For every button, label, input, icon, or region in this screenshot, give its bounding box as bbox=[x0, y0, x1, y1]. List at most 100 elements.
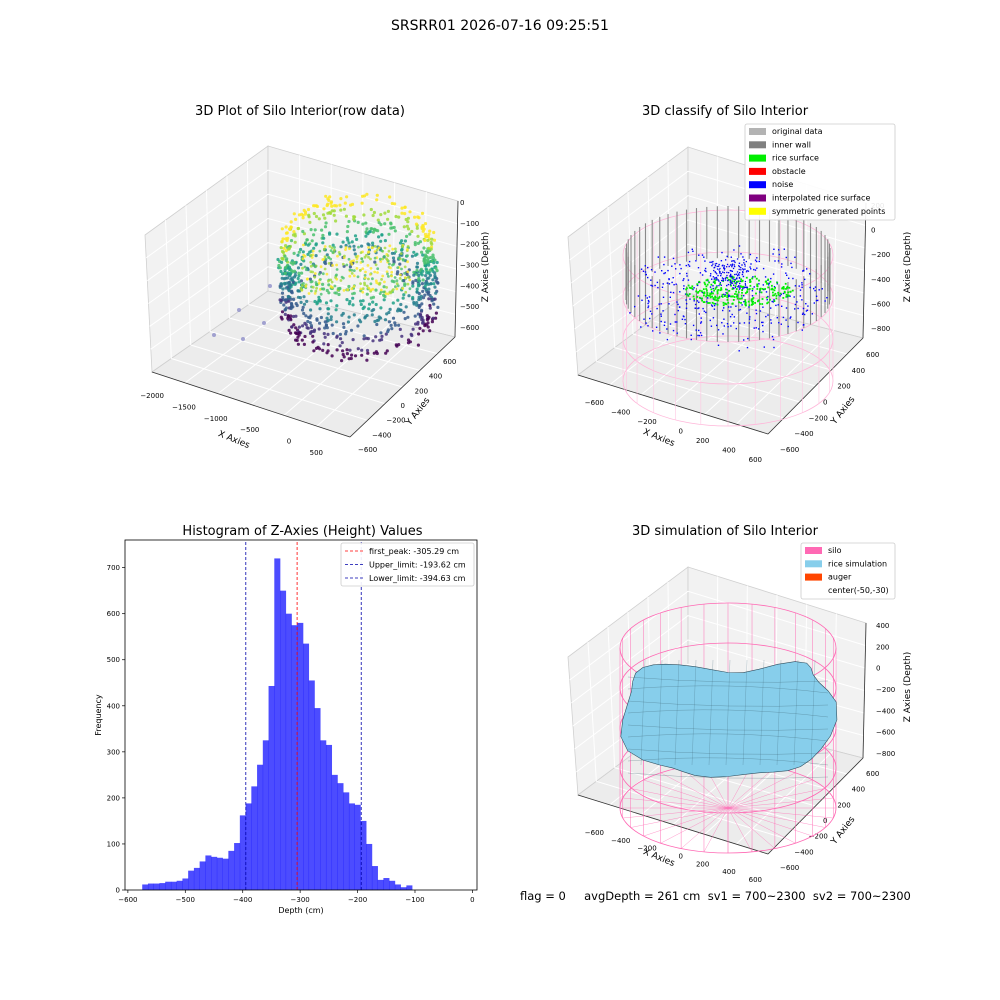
panel1-point bbox=[427, 246, 431, 250]
panel1-point bbox=[421, 329, 425, 333]
panel1-point bbox=[338, 287, 341, 290]
panel2-noise-point bbox=[692, 324, 695, 327]
panel3-legend-box bbox=[340, 542, 475, 587]
panel2-surface-point bbox=[759, 303, 761, 305]
panel2-noise-point bbox=[640, 326, 642, 328]
panel2-noise-point bbox=[794, 308, 796, 310]
panel2-surface-point bbox=[738, 301, 740, 304]
panel1-point bbox=[371, 277, 374, 281]
panel2-noise-point bbox=[712, 287, 714, 290]
panel1-point bbox=[333, 291, 337, 295]
panel1-point bbox=[428, 229, 432, 233]
panel2-noise-point bbox=[704, 269, 706, 272]
panel1-point bbox=[369, 288, 373, 292]
panel1-point bbox=[306, 252, 310, 256]
panel2-noise-point bbox=[683, 285, 685, 287]
panel1-point bbox=[412, 273, 416, 277]
panel3-axes-box bbox=[124, 539, 478, 891]
panel2-noise-point bbox=[782, 292, 785, 295]
panel2-surface-point bbox=[695, 290, 698, 293]
panel1-point bbox=[412, 270, 416, 274]
panel1-point bbox=[345, 236, 349, 240]
panel2-noise-point bbox=[729, 316, 732, 318]
panel1-point bbox=[317, 327, 321, 331]
panel4-z-tick: −800 bbox=[876, 750, 895, 758]
panel2-surface-point bbox=[746, 290, 749, 293]
panel1-point bbox=[363, 274, 367, 277]
panel1-point bbox=[378, 281, 382, 285]
panel1-point bbox=[357, 245, 360, 249]
panel2-surface-point bbox=[777, 293, 780, 296]
panel1-point bbox=[423, 222, 428, 226]
panel2-noise-point bbox=[748, 322, 750, 324]
panel2-noise-point bbox=[804, 278, 806, 281]
panel2-noise-point bbox=[640, 268, 643, 270]
panel2-noise-point bbox=[778, 253, 780, 256]
panel1-point bbox=[427, 290, 431, 294]
panel1-x-tick: −1500 bbox=[172, 403, 196, 411]
panel2-surface-point bbox=[699, 296, 701, 299]
panel2-surface-point bbox=[688, 286, 691, 289]
panel2-surface-point bbox=[782, 286, 785, 288]
histogram-bar bbox=[199, 861, 206, 890]
panel1-point bbox=[324, 221, 328, 225]
panel1-point bbox=[399, 252, 403, 256]
panel2-surface-point bbox=[740, 278, 742, 281]
panel1-point bbox=[371, 300, 375, 304]
panel2-legend-label: obstacle bbox=[772, 167, 806, 176]
panel1-point bbox=[372, 210, 376, 215]
panel1-point bbox=[302, 342, 306, 346]
panel2-noise-point bbox=[722, 293, 725, 296]
panel1-point bbox=[431, 253, 435, 257]
panel1-point bbox=[312, 233, 316, 237]
panel2-noise-point bbox=[781, 263, 783, 265]
panel2-noise-point bbox=[700, 317, 702, 319]
panel4-x-axis-label: X Axies bbox=[641, 847, 676, 869]
panel2-noise-point bbox=[721, 251, 723, 254]
panel4-z-tick: −200 bbox=[876, 686, 895, 694]
panel2-noise-point bbox=[729, 276, 731, 278]
panel1-point bbox=[283, 308, 287, 312]
panel3-title: Histogram of Z-Axies (Height) Values bbox=[182, 524, 423, 539]
panel1-point bbox=[377, 246, 381, 250]
panel1-point bbox=[367, 286, 371, 290]
panel2-surface-point bbox=[690, 287, 692, 289]
panel2-noise-point bbox=[714, 303, 717, 305]
panel2-surface-point bbox=[769, 298, 771, 301]
panel2-noise-point bbox=[730, 275, 733, 277]
panel2-surface-point bbox=[708, 281, 710, 284]
panel2-noise-point bbox=[688, 265, 691, 267]
panel2-noise-point bbox=[738, 288, 741, 290]
panel2-surface-point bbox=[721, 293, 724, 296]
panel2-x-axis-line bbox=[577, 374, 769, 435]
panel2-noise-point bbox=[723, 272, 725, 274]
panel1-point bbox=[328, 231, 332, 235]
panel3-x-tick-label: −100 bbox=[405, 896, 424, 904]
panel2-noise-point bbox=[727, 295, 729, 298]
panel2-surface-point bbox=[747, 300, 750, 303]
panel2-noise-point bbox=[813, 302, 815, 304]
histogram-bar bbox=[257, 764, 264, 890]
panel1-point bbox=[415, 261, 420, 265]
panel1-point bbox=[289, 314, 293, 318]
panel2-noise-point bbox=[716, 279, 718, 281]
panel2-surface-point bbox=[741, 289, 743, 291]
panel1-point bbox=[421, 320, 425, 324]
panel1-point bbox=[365, 192, 369, 196]
panel1-point bbox=[416, 215, 420, 219]
panel1-point bbox=[383, 246, 387, 250]
panel2-noise-point bbox=[716, 324, 718, 327]
panel1-point bbox=[401, 296, 405, 300]
panel2-noise-point bbox=[694, 307, 696, 309]
panel2-noise-point bbox=[773, 286, 776, 288]
panel2-noise-point bbox=[719, 267, 721, 270]
panel1-point bbox=[289, 306, 293, 311]
panel2-z-axis-label: Z Axies (Depth) bbox=[903, 232, 913, 303]
panel1-point bbox=[340, 359, 344, 363]
panel1-y-axis-line bbox=[349, 336, 456, 438]
panel2-noise-point bbox=[713, 308, 716, 310]
panel2-surface-point bbox=[712, 292, 714, 295]
histogram-bar bbox=[360, 820, 367, 890]
panel1-point bbox=[330, 246, 334, 250]
panel2-noise-point bbox=[774, 260, 776, 262]
